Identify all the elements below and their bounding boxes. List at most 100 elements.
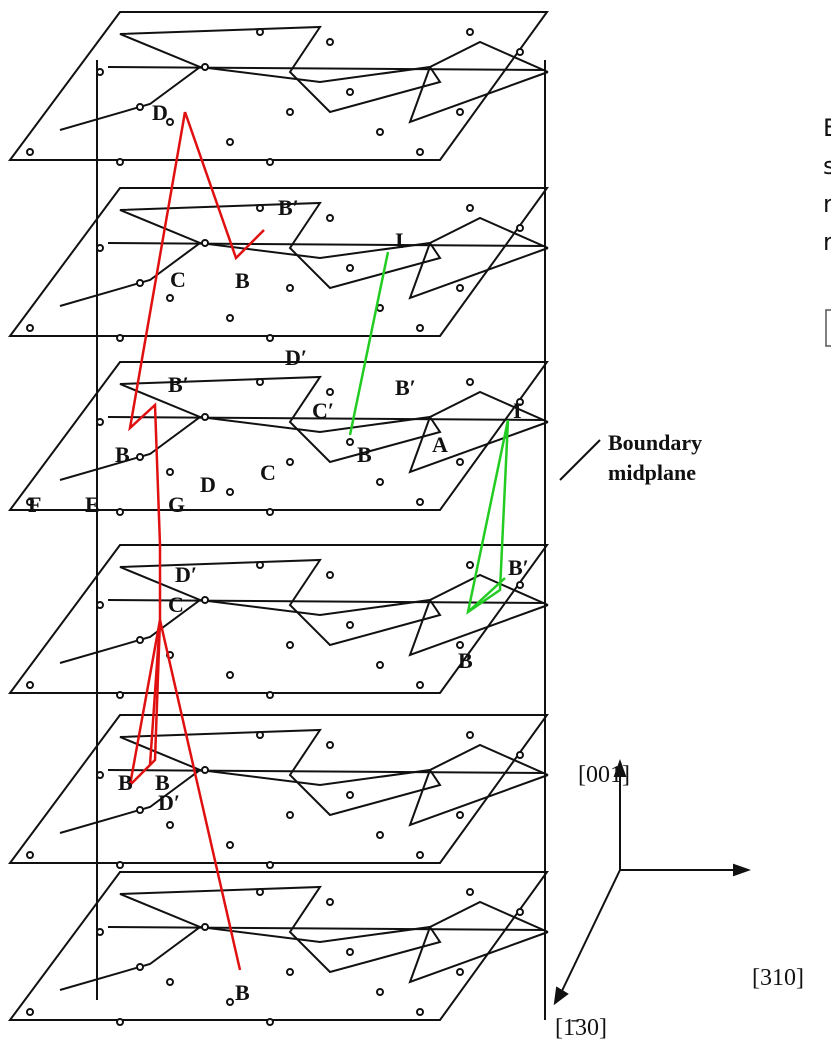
lattice-line xyxy=(108,927,545,930)
axis-label: [001] xyxy=(578,762,630,788)
lattice-site xyxy=(517,909,523,915)
lattice-site xyxy=(167,822,173,828)
lattice-site xyxy=(377,662,383,668)
plane xyxy=(10,872,547,1020)
lattice-site xyxy=(287,969,293,975)
lattice-site xyxy=(347,265,353,271)
lattice-site xyxy=(257,562,263,568)
lattice-site xyxy=(347,949,353,955)
caption-letter: n xyxy=(823,228,831,256)
point-label: G xyxy=(168,492,185,517)
lattice-line xyxy=(108,770,545,773)
lattice-site xyxy=(287,812,293,818)
lattice-site xyxy=(417,325,423,331)
lattice-site xyxy=(377,989,383,995)
lattice-site xyxy=(327,389,333,395)
lattice-site xyxy=(227,999,233,1005)
point-label: F xyxy=(28,492,41,517)
lattice-site xyxy=(137,454,143,460)
lattice-site xyxy=(267,335,273,341)
lattice-site xyxy=(377,129,383,135)
lattice-site xyxy=(417,852,423,858)
point-label: D′ xyxy=(285,345,307,370)
lattice-site xyxy=(287,459,293,465)
lattice-site xyxy=(227,315,233,321)
lattice-site xyxy=(457,969,463,975)
lattice-site xyxy=(27,682,33,688)
lattice-line xyxy=(200,243,548,298)
lattice-line xyxy=(60,203,548,306)
caption-letter: E xyxy=(823,114,831,142)
lattice-site xyxy=(327,39,333,45)
plane xyxy=(10,715,547,863)
lattice-site xyxy=(347,439,353,445)
lattice-site xyxy=(267,159,273,165)
lattice-site xyxy=(467,732,473,738)
lattice-site xyxy=(467,29,473,35)
lattice-site xyxy=(117,335,123,341)
red-path xyxy=(185,112,264,258)
point-label: C xyxy=(168,592,184,617)
lattice-site xyxy=(347,622,353,628)
lattice-site xyxy=(227,672,233,678)
arrow-head xyxy=(555,988,567,1003)
point-label: D xyxy=(200,472,216,497)
lattice-site xyxy=(227,489,233,495)
lattice-site xyxy=(202,767,208,773)
lattice-site xyxy=(287,642,293,648)
lattice-site xyxy=(457,109,463,115)
lattice-site xyxy=(517,752,523,758)
lattice-site xyxy=(137,280,143,286)
lattice-line xyxy=(108,67,545,70)
green-path xyxy=(350,252,508,612)
point-label: B xyxy=(235,268,250,293)
point-label: B xyxy=(458,648,473,673)
lattice-line xyxy=(200,770,548,825)
lattice-site xyxy=(267,862,273,868)
point-label: C xyxy=(170,267,186,292)
caption-letter: n xyxy=(823,190,831,218)
lattice-site xyxy=(202,64,208,70)
axis-arrow xyxy=(560,870,620,995)
lattice-site xyxy=(27,149,33,155)
point-label: B′ xyxy=(508,555,529,580)
lattice-site xyxy=(457,812,463,818)
point-label: C′ xyxy=(312,398,334,423)
lattice-site xyxy=(227,139,233,145)
lattice-site xyxy=(202,597,208,603)
lattice-site xyxy=(267,509,273,515)
lattice-site xyxy=(457,285,463,291)
annotation: Boundary xyxy=(608,430,702,455)
axes-arrows xyxy=(555,440,748,1003)
lattice-site xyxy=(327,215,333,221)
lattice-site xyxy=(137,104,143,110)
lattice-site xyxy=(267,1019,273,1025)
lattice-site xyxy=(417,149,423,155)
lattice-site xyxy=(417,499,423,505)
point-label: B′ xyxy=(395,375,416,400)
red-path xyxy=(130,112,240,970)
plane xyxy=(10,12,547,160)
caption-box xyxy=(826,310,831,346)
lattice-site xyxy=(287,285,293,291)
point-label: I xyxy=(513,398,522,423)
lattice-site xyxy=(467,889,473,895)
point-label: D′ xyxy=(175,562,197,587)
lattice-site xyxy=(287,109,293,115)
lattice-line xyxy=(200,600,548,655)
lattice-site xyxy=(167,295,173,301)
lattice-site xyxy=(327,742,333,748)
lattice-site xyxy=(347,89,353,95)
point-label: I xyxy=(395,228,404,253)
lattice-site xyxy=(417,1009,423,1015)
lattice-site xyxy=(467,379,473,385)
axis-label: [310] xyxy=(752,965,804,991)
lattice-site xyxy=(167,119,173,125)
caption-letter: s xyxy=(823,152,831,180)
lattice-site xyxy=(457,459,463,465)
diagram: Boundary midplane [001] [310] [1̄30] DB′… xyxy=(0,0,831,1048)
lattice-site xyxy=(517,49,523,55)
lattice-site xyxy=(267,692,273,698)
point-label: B xyxy=(235,980,250,1005)
